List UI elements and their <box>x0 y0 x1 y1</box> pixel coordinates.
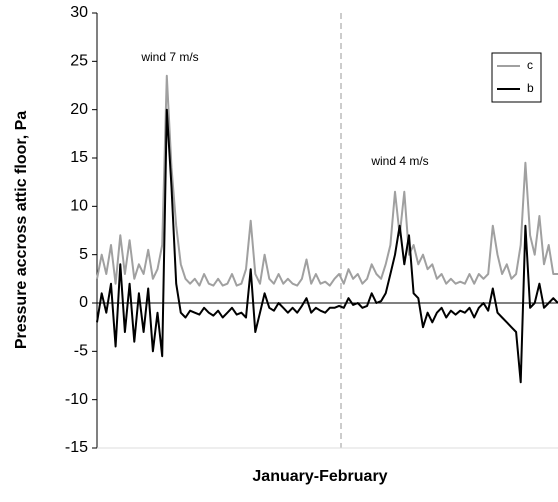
y-tick-label: 0 <box>79 294 88 311</box>
y-tick-label: 5 <box>79 246 88 263</box>
annotation: wind 7 m/s <box>140 50 198 64</box>
series-line <box>96 108 558 384</box>
legend-label: c <box>527 58 533 72</box>
series-line <box>96 74 558 287</box>
legend-box <box>491 52 542 103</box>
y-tick-label: 25 <box>70 53 88 70</box>
y-axis-label: Pressure accross attic floor, Pa <box>13 111 30 349</box>
legend-label: b <box>527 81 534 95</box>
y-tick-label: -15 <box>65 439 88 456</box>
annotation: wind 4 m/s <box>370 154 428 168</box>
y-tick-label: 15 <box>70 149 88 166</box>
y-tick-label: -5 <box>74 343 88 360</box>
x-axis-label: January-February <box>252 468 387 485</box>
y-tick-label: 20 <box>70 101 88 118</box>
y-tick-label: 30 <box>70 4 88 21</box>
y-tick-label: -10 <box>65 391 88 408</box>
y-tick-label: 10 <box>70 198 88 215</box>
